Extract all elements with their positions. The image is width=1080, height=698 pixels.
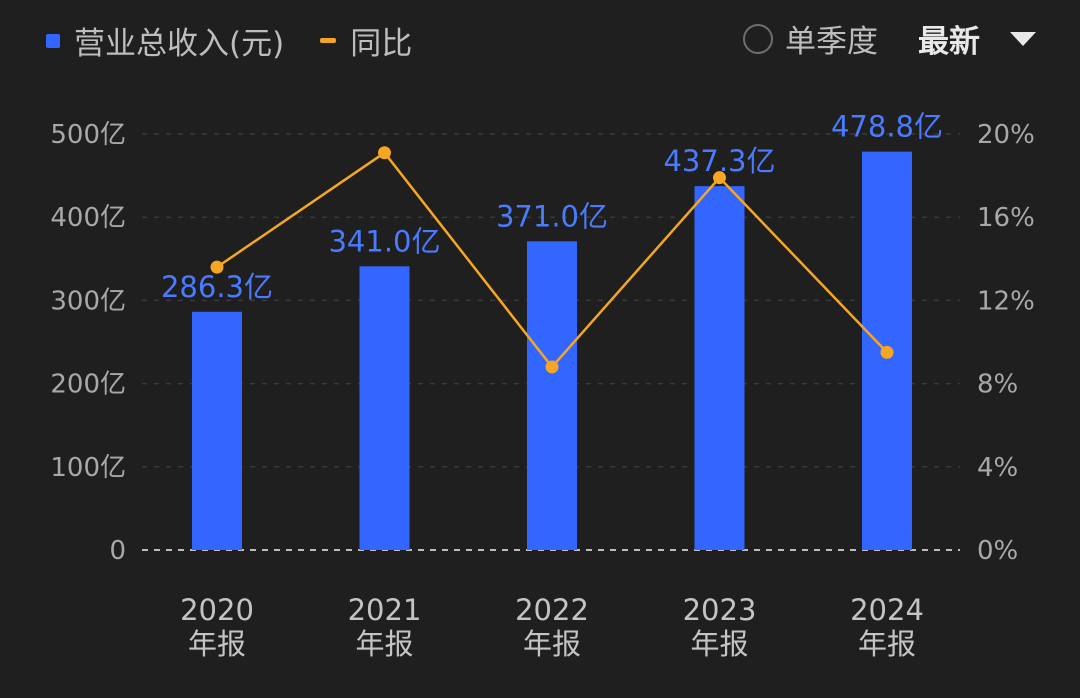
y-left-tick-label: 300亿 <box>50 286 126 316</box>
x-tick-label-period: 年报 <box>355 627 413 661</box>
yoy-point <box>713 171 726 185</box>
y-left-tick-label: 400亿 <box>50 203 126 233</box>
bar <box>359 266 410 550</box>
y-left-tick-label: 100亿 <box>50 453 126 483</box>
x-tick-label-period: 年报 <box>188 627 246 661</box>
y-axis-right: 0% 4% 8% 12% 16% 20% <box>977 120 1035 566</box>
chart-controls: 单季度 最新 <box>743 16 1036 61</box>
x-tick-label-year: 2023 <box>683 593 757 627</box>
bar-data-label: 341.0亿 <box>328 224 440 258</box>
legend-label-revenue: 营业总收入(元) <box>74 26 285 62</box>
yoy-point <box>545 360 559 374</box>
chart-legend: 营业总收入(元) 同比 <box>46 18 448 63</box>
x-tick-label-year: 2024 <box>850 593 924 627</box>
yoy-point <box>880 345 894 359</box>
bar-data-label: 478.8亿 <box>831 110 943 144</box>
legend-swatch-line <box>320 38 337 43</box>
quarter-label[interactable]: 单季度 <box>785 24 878 60</box>
legend-item-revenue[interactable]: 营业总收入(元) <box>46 18 284 63</box>
quarter-radio-icon[interactable] <box>743 23 773 54</box>
legend-item-yoy[interactable]: 同比 <box>320 18 412 63</box>
bar-data-label: 286.3亿 <box>161 270 273 304</box>
bar <box>192 311 242 550</box>
y-right-tick-label: 0% <box>977 536 1018 566</box>
y-axis-left: 0 100亿 200亿 300亿 400亿 500亿 <box>50 120 126 566</box>
yoy-point <box>210 260 224 274</box>
y-right-tick-label: 8% <box>977 370 1018 400</box>
line-series <box>210 146 894 374</box>
x-tick-label-period: 年报 <box>690 627 748 661</box>
y-right-tick-label: 16% <box>977 203 1035 233</box>
x-tick-label-year: 2020 <box>180 593 254 627</box>
y-right-tick-label: 20% <box>977 120 1035 150</box>
chevron-down-icon <box>1010 31 1036 46</box>
period-dropdown-label: 最新 <box>918 24 980 60</box>
bar-series <box>192 151 912 551</box>
y-left-tick-label: 500亿 <box>50 120 126 150</box>
x-tick-label-period: 年报 <box>523 627 581 661</box>
y-right-tick-label: 4% <box>977 453 1018 483</box>
bar <box>527 241 577 550</box>
x-tick-label-year: 2022 <box>515 593 589 627</box>
y-left-tick-label: 200亿 <box>50 370 126 400</box>
x-tick-label-period: 年报 <box>858 627 916 661</box>
legend-label-yoy: 同比 <box>350 26 413 62</box>
yoy-point <box>378 146 391 160</box>
legend-swatch-bar <box>46 33 60 48</box>
bar <box>694 186 745 551</box>
period-dropdown[interactable]: 最新 <box>918 16 1036 61</box>
y-left-tick-label: 0 <box>109 536 126 566</box>
y-right-tick-label: 12% <box>977 286 1035 316</box>
bar-data-label: 371.0亿 <box>496 199 608 233</box>
x-tick-label-year: 2021 <box>348 593 422 627</box>
